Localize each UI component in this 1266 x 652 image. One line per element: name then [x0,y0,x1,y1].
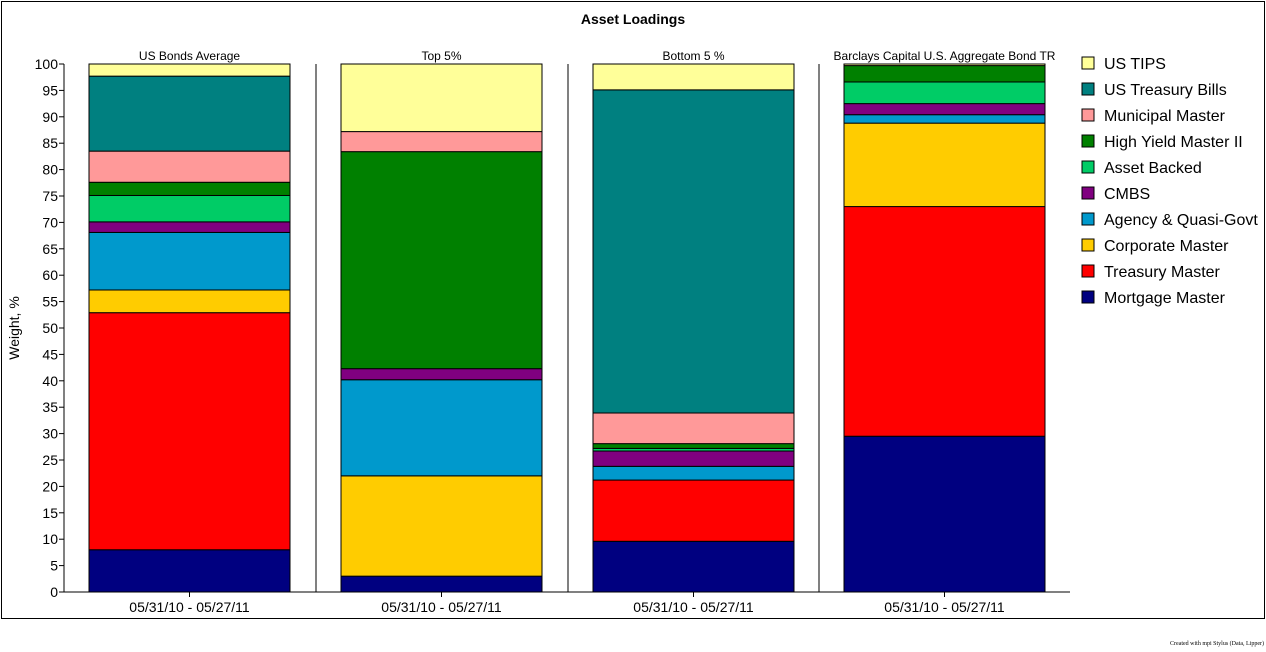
bar-segment [88,75,291,152]
panel-title: Barclays Capital U.S. Aggregate Bond TR [834,49,1056,63]
y-tick-label: 35 [42,399,58,415]
bar-segment [340,151,543,370]
bar-segment [843,103,1046,116]
bar-segment [88,231,291,291]
bar-segment [88,63,291,77]
y-tick-label: 85 [42,135,58,151]
y-tick-label: 5 [50,558,58,574]
legend-label: Agency & Quasi-Govt [1104,212,1258,229]
bar-segment [88,289,291,314]
x-tick-label: 05/31/10 - 05/27/11 [129,599,250,615]
bar-segment [592,540,795,593]
bar-segment [88,181,291,196]
y-tick-label: 95 [42,82,58,98]
panel-title: Bottom 5 % [662,49,724,63]
y-tick-label: 15 [42,505,58,521]
legend-label: High Yield Master II [1104,134,1243,151]
legend-label: US TIPS [1104,56,1166,73]
legend-swatch [1081,134,1095,148]
legend-label: Treasury Master [1104,264,1221,281]
bar-segment [88,194,291,223]
legend-label: Municipal Master [1104,108,1226,125]
y-tick-label: 60 [42,267,58,283]
y-tick-label: 20 [42,478,58,494]
legend-label: Asset Backed [1104,160,1202,177]
bar-segment [88,150,291,183]
bar-segment [843,206,1046,437]
legend-swatch [1081,82,1095,96]
bar-segment [843,122,1046,208]
bar-segment [592,465,795,481]
legend-swatch [1081,264,1095,278]
bar-segment [843,63,1046,67]
bar-segment [88,312,291,551]
legend-label: Corporate Master [1104,238,1229,255]
panel-title: US Bonds Average [139,49,241,63]
panel-title: Top 5% [421,49,461,63]
legend-label: CMBS [1104,186,1150,203]
x-tick-label: 05/31/10 - 05/27/11 [381,599,502,615]
bar-segment [843,114,1046,124]
y-tick-label: 80 [42,162,58,178]
legend-swatch [1081,108,1095,122]
y-axis-label: Weight, % [6,296,22,360]
y-tick-label: 25 [42,452,58,468]
legend-swatch [1081,238,1095,252]
bar-segment [340,379,543,477]
legend-swatch [1081,160,1095,174]
y-tick-label: 75 [42,188,58,204]
y-tick-label: 65 [42,241,58,257]
y-tick-label: 70 [42,214,58,230]
y-tick-label: 40 [42,373,58,389]
legend-label: US Treasury Bills [1104,82,1227,99]
bar-segment [340,368,543,381]
bar-segment [340,131,543,153]
y-tick-label: 100 [35,56,59,72]
bar-segment [592,89,795,414]
x-tick-label: 05/31/10 - 05/27/11 [884,599,1005,615]
bar-segment [340,575,543,593]
chart-title: Asset Loadings [581,11,685,27]
legend-swatch [1081,290,1095,304]
bar-segment [592,479,795,542]
y-tick-label: 90 [42,109,58,125]
bar-segment [843,81,1046,105]
bar-segment [592,450,795,467]
bar-segment [88,549,291,593]
bar-segment [592,443,795,449]
y-tick-label: 50 [42,320,58,336]
y-tick-label: 10 [42,531,58,547]
y-tick-label: 55 [42,294,58,310]
legend-swatch [1081,186,1095,200]
legend-label: Mortgage Master [1104,290,1226,307]
y-tick-label: 0 [50,584,58,600]
legend-swatch [1081,56,1095,70]
legend-swatch [1081,212,1095,226]
bar-segment [592,412,795,445]
bar-segment [843,435,1046,593]
footer-credit: Created with mpi Stylus (Data, Lipper) [1170,641,1264,647]
bar-segment [340,63,543,133]
bar-segment [592,63,795,91]
y-tick-label: 30 [42,426,58,442]
bar-segment [88,221,291,233]
bar-segment [843,65,1046,83]
bar-segment [340,475,543,577]
chart-frame [1,1,1265,619]
y-tick-label: 45 [42,346,58,362]
x-tick-label: 05/31/10 - 05/27/11 [633,599,754,615]
